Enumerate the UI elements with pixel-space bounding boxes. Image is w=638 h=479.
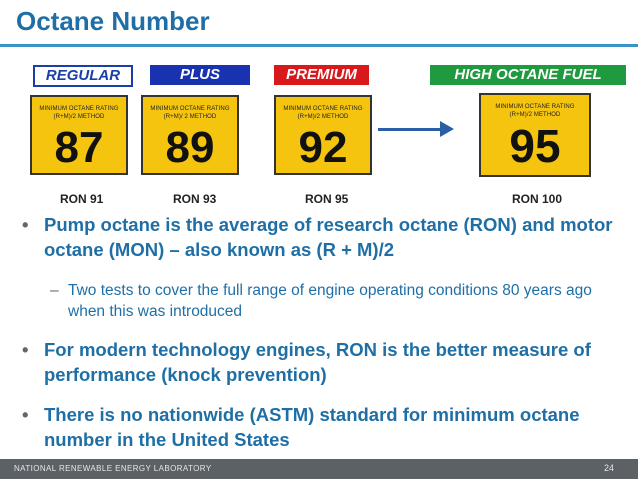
ron-regular: RON 91	[60, 192, 104, 206]
bullet-icon: •	[22, 214, 29, 235]
ron-premium: RON 95	[305, 192, 349, 206]
footer-organization: NATIONAL RENEWABLE ENERGY LABORATORY	[14, 464, 212, 473]
bullet-text: Two tests to cover the full range of eng…	[68, 282, 592, 320]
premium-label: PREMIUM	[274, 65, 369, 85]
arrow-right-icon	[440, 121, 454, 137]
plus-label: PLUS	[150, 65, 250, 85]
regular-label: REGULAR	[33, 65, 133, 87]
title-underline	[0, 44, 638, 47]
bullet-pump-octane: • Pump octane is the average of research…	[22, 212, 622, 262]
ron-plus: RON 93	[173, 192, 217, 206]
bullet-modern-engines: • For modern technology engines, RON is …	[22, 337, 622, 387]
sub-bullet-two-tests: – Two tests to cover the full range of e…	[50, 280, 620, 322]
bullet-text: Pump octane is the average of research o…	[44, 214, 613, 260]
slide-title: Octane Number	[16, 6, 210, 36]
sign-number: 92	[298, 123, 348, 172]
sign-caption: MINIMUM OCTANE RATING (R+M)/2 METHOD	[283, 106, 363, 120]
sign-number: 89	[165, 123, 215, 172]
dash-icon: –	[50, 282, 59, 299]
sign-number: 95	[509, 120, 561, 172]
bullet-text: For modern technology engines, RON is th…	[44, 339, 591, 385]
footer-bar: NATIONAL RENEWABLE ENERGY LABORATORY 24	[0, 459, 638, 479]
sign-caption: MINIMUM OCTANE RATING (R+M)/2 METHOD	[39, 106, 119, 120]
octane-sign-regular: MINIMUM OCTANE RATING (R+M)/2 METHOD 87	[30, 95, 128, 175]
ron-high: RON 100	[512, 192, 563, 206]
sign-number: 87	[54, 123, 104, 172]
sign-caption: MINIMUM OCTANE RATING (R+M)/2 METHOD	[495, 104, 575, 118]
octane-sign-plus: MINIMUM OCTANE RATING (R+M)/ 2 METHOD 89	[141, 95, 239, 175]
bullet-text: There is no nationwide (ASTM) standard f…	[44, 404, 580, 450]
bullet-icon: •	[22, 339, 29, 360]
octane-sign-high: MINIMUM OCTANE RATING (R+M)/2 METHOD 95	[479, 93, 591, 177]
high-octane-label: HIGH OCTANE FUEL	[430, 65, 626, 85]
octane-sign-premium: MINIMUM OCTANE RATING (R+M)/2 METHOD 92	[274, 95, 372, 175]
bullet-astm-standard: • There is no nationwide (ASTM) standard…	[22, 402, 622, 452]
bullet-icon: •	[22, 404, 29, 425]
sign-caption: MINIMUM OCTANE RATING (R+M)/ 2 METHOD	[150, 106, 230, 120]
page-number: 24	[603, 463, 614, 473]
arrow-shaft	[378, 128, 444, 131]
